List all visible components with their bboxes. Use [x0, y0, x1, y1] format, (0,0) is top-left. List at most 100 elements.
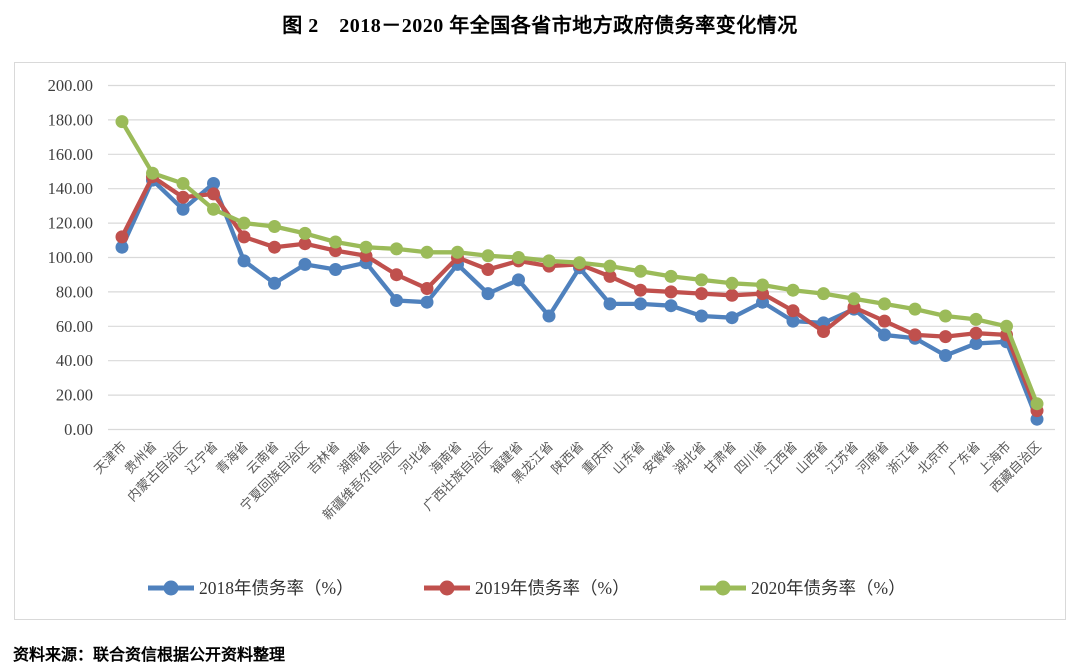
- x-tick-label: 吉林省: [304, 439, 342, 477]
- legend-item: 2019年债务率（%）: [424, 578, 630, 598]
- data-point-marker: [451, 245, 464, 259]
- data-point-marker: [176, 202, 190, 216]
- data-point-marker: [664, 299, 678, 313]
- x-tick-label: 天津市: [91, 439, 129, 477]
- data-point-marker: [847, 292, 861, 306]
- data-point-marker: [725, 311, 739, 325]
- line-chart-svg: 0.00 20.00 40.00 60.00 80.00 100.00 120.00 140.…: [48, 76, 1055, 598]
- data-point-marker: [512, 251, 525, 264]
- data-point-marker: [969, 312, 983, 326]
- data-point-marker: [268, 240, 281, 254]
- data-point-marker: [573, 256, 586, 270]
- data-point-marker: [695, 273, 708, 287]
- data-point-marker: [725, 276, 739, 290]
- x-tick-label: 青海省: [213, 439, 251, 477]
- x-tick-label: 江西省: [762, 439, 800, 477]
- x-tick-label: 安徽省: [640, 439, 678, 477]
- data-point-marker: [420, 245, 434, 259]
- data-point-marker: [542, 254, 556, 268]
- data-point-marker: [1000, 319, 1013, 333]
- data-point-marker: [725, 288, 739, 302]
- series-2018年债务率（%）: [115, 173, 1044, 426]
- y-tick-label: 80.00: [56, 282, 93, 301]
- x-tick-label: 河南省: [853, 439, 891, 477]
- data-point-marker: [207, 187, 220, 201]
- data-point-marker: [298, 226, 312, 240]
- data-point-marker: [878, 328, 891, 342]
- data-point-marker: [481, 263, 495, 276]
- x-tick-label: 广东省: [945, 439, 983, 477]
- data-point-marker: [969, 326, 983, 340]
- data-point-marker: [115, 240, 129, 254]
- data-point-marker: [603, 259, 617, 273]
- data-point-marker: [756, 278, 769, 292]
- data-point-marker: [207, 202, 220, 216]
- data-point-marker: [939, 309, 952, 323]
- y-tick-label: 200.00: [48, 76, 93, 95]
- data-point-marker: [695, 287, 708, 301]
- series-line: [119, 177, 1040, 422]
- x-tick-label: 河北省: [396, 439, 434, 477]
- data-point-marker: [512, 273, 525, 287]
- data-point-marker: [268, 220, 281, 233]
- data-point-marker: [481, 249, 495, 263]
- data-point-marker: [329, 263, 342, 276]
- legend-dot-marker-icon: [439, 580, 455, 596]
- x-tick-label: 甘肃省: [701, 439, 739, 477]
- data-point-marker: [634, 264, 647, 278]
- x-tick-label: 山东省: [609, 439, 647, 477]
- data-point-marker: [634, 297, 647, 311]
- data-point-marker: [115, 230, 129, 244]
- legend: 2018年债务率（%） 2019年债务率（%） 2020年债务率（%）: [148, 578, 906, 598]
- data-point-marker: [634, 283, 647, 297]
- data-point-marker: [908, 328, 922, 342]
- data-point-marker: [878, 297, 891, 311]
- legend-item: 2020年债务率（%）: [700, 578, 906, 598]
- data-point-marker: [390, 268, 403, 282]
- x-axis-tick-labels: 天津市贵州省内蒙古自治区辽宁省青海省云南省宁夏回族自治区吉林省湖南省新疆维吾尔自…: [91, 439, 1044, 523]
- data-point-marker: [237, 216, 251, 230]
- y-tick-label: 180.00: [48, 110, 93, 129]
- chart-area: 0.00 20.00 40.00 60.00 80.00 100.00 120.00 140.…: [14, 62, 1066, 620]
- data-point-marker: [481, 287, 495, 301]
- legend-label: 2019年债务率（%）: [475, 578, 630, 598]
- data-point-marker: [817, 325, 830, 338]
- data-point-marker: [786, 283, 800, 297]
- y-tick-label: 160.00: [48, 145, 93, 164]
- x-tick-label: 湖北省: [670, 439, 708, 477]
- y-tick-label: 20.00: [56, 386, 93, 405]
- data-point-marker: [878, 314, 891, 328]
- data-point-marker: [420, 295, 434, 309]
- data-point-marker: [603, 269, 617, 283]
- data-point-marker: [817, 287, 830, 301]
- data-point-marker: [390, 294, 403, 307]
- x-tick-label: 重庆市: [579, 439, 617, 477]
- data-point-marker: [237, 230, 251, 244]
- data-point-marker: [359, 240, 373, 254]
- data-point-marker: [1030, 397, 1044, 411]
- legend-item: 2018年债务率（%）: [148, 578, 354, 598]
- series-2020年债务率（%）: [115, 115, 1044, 411]
- source-note: 资料来源：联合资信根据公开资料整理: [13, 647, 286, 664]
- data-point-marker: [664, 285, 678, 299]
- data-point-marker: [146, 166, 159, 180]
- data-point-marker: [695, 309, 708, 323]
- data-point-marker: [939, 349, 952, 362]
- y-tick-label: 100.00: [48, 248, 93, 267]
- series-2019年债务率（%）: [115, 170, 1044, 418]
- y-tick-label: 140.00: [48, 179, 93, 198]
- data-point-marker: [207, 177, 220, 190]
- data-point-marker: [603, 297, 617, 311]
- y-tick-label: 60.00: [56, 317, 93, 336]
- y-tick-label: 40.00: [56, 351, 93, 370]
- data-point-marker: [908, 302, 922, 316]
- data-point-marker: [542, 309, 556, 323]
- x-tick-label: 陕西省: [548, 439, 586, 477]
- data-point-marker: [298, 237, 312, 251]
- x-tick-label: 辽宁省: [182, 439, 220, 477]
- x-tick-label: 江苏省: [823, 439, 861, 477]
- data-point-marker: [664, 269, 678, 283]
- x-tick-label: 浙江省: [884, 439, 922, 477]
- data-point-marker: [390, 242, 403, 256]
- data-point-marker: [237, 254, 251, 268]
